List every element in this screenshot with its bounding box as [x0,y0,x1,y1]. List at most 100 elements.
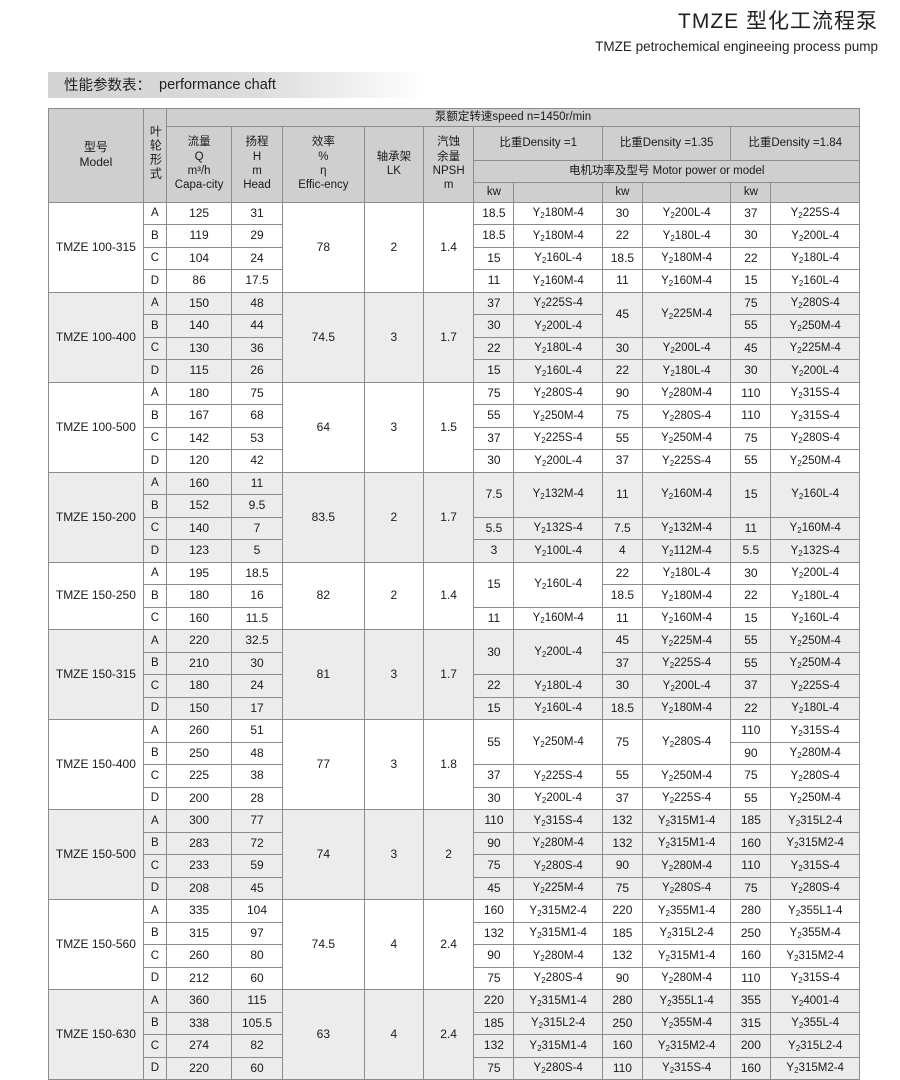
cell-kw-density-135: 22 [601,359,643,383]
cell-impeller: A [142,989,167,1013]
cell-flow: 283 [165,831,233,856]
cell-motor-density-184: Y2315M2-4 [770,944,860,968]
cell-head: 36 [231,336,283,361]
cell-motor-density-1: Y2315M2-4 [513,899,603,923]
header-bracket-l1: 轴承架 [376,150,412,163]
header-model-d2 [641,181,732,203]
cell-model: TMZE 150-400 [48,719,144,811]
cell-kw-density-1: 75 [473,1056,515,1080]
cell-motor-density-135: Y2132M-4 [641,516,732,541]
cell-kw-density-1: 37 [473,291,515,316]
cell-head: 17.5 [231,269,283,293]
cell-motor-density-135: Y2280M-4 [641,381,732,406]
cell-impeller: C [142,246,167,271]
cell-motor-density-1: Y2180M-4 [513,224,603,248]
cell-head: 51 [231,719,283,743]
cell-bracket: 3 [363,381,424,473]
cell-flow: 120 [165,449,233,473]
cell-kw-density-1: 18.5 [473,224,515,248]
table-row: C 260 80 90 Y2280M-4 132 Y2315M1-4 160 Y2315M2-4 [49,944,860,968]
cell-motor-density-184: Y2280S-4 [770,291,860,316]
header-row-4: kw kw kw [49,181,860,203]
cell-motor-density-184: Y2355L1-4 [770,899,860,923]
cell-flow: 200 [165,786,233,811]
cell-motor-density-135: Y2225S-4 [641,651,732,676]
table-row: TMZE 100-500 A 180 75 64 3 1.5 75 Y2280S-4 90 Y228… [48,381,860,473]
cell-motor-density-184: Y2315S-4 [770,966,860,991]
cell-kw-density-1: 55 [473,719,515,766]
cell-kw-density-1: 15 [473,561,515,608]
cell-flow: 300 [165,809,233,833]
section-heading-en: performance chaft [159,76,276,93]
cell-head: 16 [231,584,283,608]
header-model-cn: 型号 [83,140,108,155]
cell-kw-density-135: 90 [601,854,643,878]
cell-kw-density-184: 22 [730,246,772,271]
cell-head: 105.5 [231,1011,283,1036]
cell-bracket: 4 [363,989,424,1080]
cell-motor-density-1: Y2280S-4 [513,854,603,878]
cell-model: TMZE 150-630 [48,989,144,1080]
table-row: B 283 72 90 Y2280M-4 132 Y2315M1-4 160 Y2315M2-4 [49,831,860,856]
cell-npsh: 1.4 [422,201,475,293]
cell-kw-density-184: 30 [730,224,772,248]
cell-impeller: C [142,854,167,878]
cell-motor-density-1: Y2225S-4 [513,764,603,788]
cell-head: 59 [231,854,283,878]
table-row: C 160 11.5 11 Y2160M-4 11 Y2160M-4 15 Y2160L-4 [49,606,860,631]
cell-motor-density-184: Y2280M-4 [770,741,860,766]
cell-motor-density-184: Y2132S-4 [770,539,860,563]
cell-efficiency: 78 [281,201,365,293]
cell-motor-density-184: Y24001-4 [770,989,860,1013]
cell-efficiency: 82 [281,561,365,631]
cell-kw-density-135: 132 [601,809,643,833]
cell-impeller: B [142,224,167,248]
cell-kw-density-135: 75 [601,719,643,766]
cell-motor-density-1: Y2315L2-4 [513,1011,603,1036]
cell-motor-density-135: Y2250M-4 [641,764,732,788]
cell-motor-density-135: Y2355M1-4 [641,899,732,923]
cell-npsh: 1.8 [422,719,475,811]
header-motor-power-model: 电机功率及型号 Motor power or model [473,159,860,183]
cell-kw-density-135: 11 [601,471,643,518]
cell-head: 75 [231,381,283,406]
cell-kw-density-1: 220 [473,989,515,1013]
cell-motor-density-135: Y2280S-4 [641,876,732,901]
cell-head: 82 [231,1034,283,1058]
cell-motor-density-135: Y2160M-4 [641,269,732,293]
cell-kw-density-135: 90 [601,381,643,406]
cell-flow: 160 [165,606,233,631]
cell-motor-density-1: Y2225M-4 [513,876,603,901]
cell-kw-density-1: 5.5 [473,516,515,541]
section-heading-cn: 性能参数表： [64,78,151,95]
cell-flow: 150 [165,696,233,721]
cell-npsh: 2.4 [422,989,475,1080]
header-flow: 流量 Q m³/h Capa-city [165,125,233,203]
cell-kw-density-184: 110 [730,854,772,878]
cell-impeller: C [142,516,167,541]
cell-motor-density-1: Y2315S-4 [513,809,603,833]
cell-motor-density-184: Y2160L-4 [770,269,860,293]
cell-kw-density-1: 30 [473,629,515,676]
cell-motor-density-1: Y2180M-4 [513,201,603,226]
cell-head: 38 [231,764,283,788]
cell-motor-density-184: Y2280S-4 [770,764,860,788]
cell-kw-density-135: 11 [601,606,643,631]
cell-head: 97 [231,921,283,946]
table-row: B 167 68 55 Y2250M-4 75 Y2280S-4 110 Y2315S-4 [49,404,860,428]
cell-motor-density-135: Y2180M-4 [641,584,732,608]
cell-kw-density-135: 160 [601,1034,643,1058]
cell-head: 11.5 [231,606,283,631]
cell-kw-density-184: 15 [730,269,772,293]
cell-motor-density-135: Y2280S-4 [641,719,732,766]
table-row: D 200 28 30 Y2200L-4 37 Y2225S-4 55 Y2250M-4 [49,786,860,811]
section-heading-bar: 性能参数表： performance chaft [48,71,428,98]
cell-flow: 140 [165,516,233,541]
cell-motor-density-1: Y2160L-4 [513,561,603,608]
cell-flow: 140 [165,314,233,338]
cell-kw-density-184: 110 [730,966,772,991]
table-row: C 104 24 15 Y2160L-4 18.5 Y2180M-4 22 Y2180L-4 [49,246,860,271]
cell-impeller: C [142,336,167,361]
cell-motor-density-135: Y2180M-4 [641,696,732,721]
table-row: D 120 42 30 Y2200L-4 37 Y2225S-4 55 Y2250M-4 [49,449,860,473]
